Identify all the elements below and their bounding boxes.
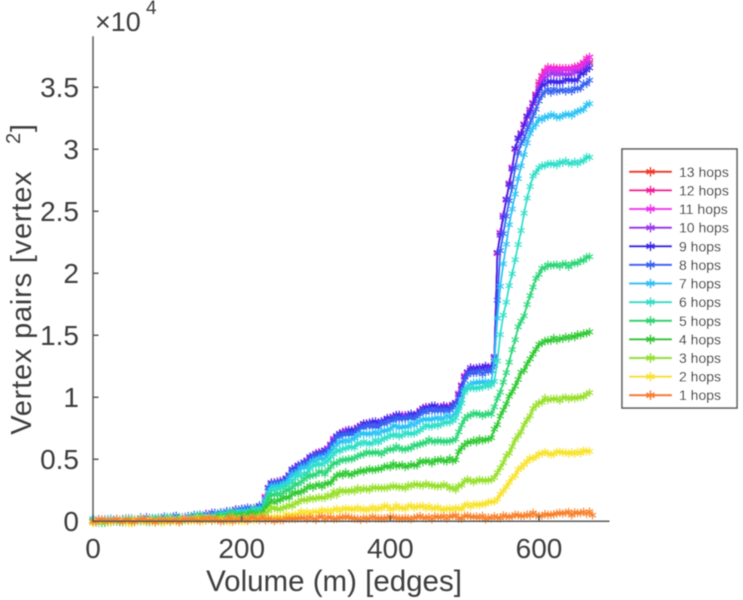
- svg-text:Vertex pairs [vertex 2]: Vertex pairs [vertex 2]: [3, 123, 38, 435]
- svg-text:10 hops: 10 hops: [679, 220, 729, 236]
- svg-text:1.5: 1.5: [40, 320, 79, 351]
- svg-text:0: 0: [85, 533, 101, 564]
- svg-text:3 hops: 3 hops: [679, 350, 721, 366]
- svg-text:12 hops: 12 hops: [679, 182, 729, 198]
- svg-text:0.5: 0.5: [40, 444, 79, 475]
- svg-text:1 hops: 1 hops: [679, 387, 721, 403]
- svg-text:2.5: 2.5: [40, 196, 79, 227]
- svg-text:4 hops: 4 hops: [679, 331, 721, 347]
- svg-text:Volume (m) [edges]: Volume (m) [edges]: [206, 565, 462, 598]
- svg-text:400: 400: [367, 533, 414, 564]
- svg-text:2: 2: [63, 258, 79, 289]
- svg-text:9 hops: 9 hops: [679, 238, 721, 254]
- svg-text:0: 0: [63, 506, 79, 537]
- svg-text:13 hops: 13 hops: [679, 164, 729, 180]
- svg-text:5 hops: 5 hops: [679, 313, 721, 329]
- svg-text:600: 600: [516, 533, 563, 564]
- svg-text:6 hops: 6 hops: [679, 294, 721, 310]
- svg-text:200: 200: [218, 533, 265, 564]
- svg-text:3: 3: [63, 134, 79, 165]
- svg-text:7 hops: 7 hops: [679, 276, 721, 292]
- svg-text:11 hops: 11 hops: [679, 201, 728, 217]
- svg-text:2 hops: 2 hops: [679, 369, 721, 385]
- svg-text:4: 4: [146, 0, 157, 19]
- svg-text:×10: ×10: [95, 7, 141, 37]
- svg-text:1: 1: [63, 382, 79, 413]
- svg-text:8 hops: 8 hops: [679, 257, 721, 273]
- svg-text:3.5: 3.5: [40, 72, 79, 103]
